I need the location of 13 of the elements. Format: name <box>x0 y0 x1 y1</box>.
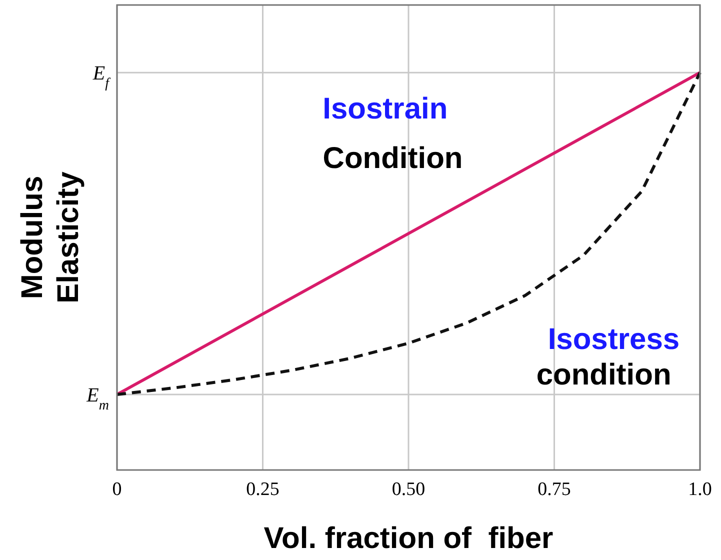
x-tick-label: 0 <box>112 479 122 500</box>
x-tick-label: 0.75 <box>538 479 571 500</box>
x-tick-label: 0.25 <box>246 479 280 500</box>
text: E$_{f}$ <box>92 62 112 92</box>
annotation: Isostrain <box>322 92 448 126</box>
annotation: Isostress <box>548 322 680 356</box>
annotation: condition <box>536 358 672 392</box>
x-axis-title: Vol. fraction of fiber <box>264 522 554 555</box>
y-axis-title: Modulus Elasticity <box>16 171 85 304</box>
text: E$_{m}$ <box>86 384 109 413</box>
x-tick-label: 1.0 <box>688 479 712 500</box>
x-tick-label: 0.50 <box>392 479 426 500</box>
annotation: Condition <box>322 142 463 175</box>
